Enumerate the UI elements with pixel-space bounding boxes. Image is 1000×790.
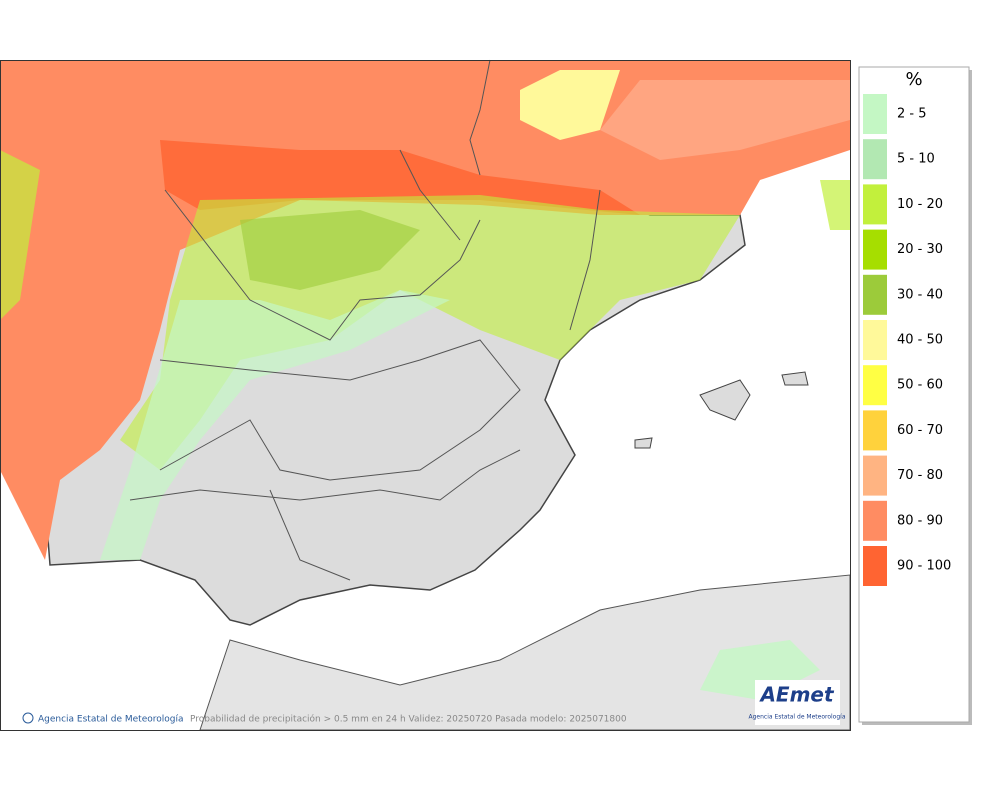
legend-swatch (863, 94, 887, 134)
legend-swatch (863, 455, 887, 496)
legend-label: 80 - 90 (897, 513, 943, 528)
legend-title: % (905, 69, 922, 90)
legend-swatch (863, 365, 887, 406)
logo-name: AEmet (758, 683, 835, 707)
caption: Probabilidad de precipitación > 0.5 mm e… (190, 714, 627, 725)
legend-label: 50 - 60 (897, 378, 943, 393)
legend-label: 90 - 100 (897, 559, 951, 574)
map: Agencia Estatal de Meteorología Probabil… (0, 59, 851, 731)
credit: Agencia Estatal de Meteorología (38, 715, 184, 725)
legend-label: 70 - 80 (897, 468, 943, 483)
copyright-icon (22, 712, 34, 724)
rain-30-40 (240, 210, 420, 290)
legend-swatch (863, 229, 887, 270)
legend-swatch (863, 546, 887, 586)
legend-label: 60 - 70 (897, 423, 943, 438)
legend-swatch (863, 139, 887, 180)
rain-40-50 (520, 70, 620, 140)
legend-swatch (863, 320, 887, 360)
legend-swatch (863, 184, 887, 225)
borders (129, 59, 601, 581)
legend-label: 20 - 30 (897, 242, 943, 257)
rain-2-5 (100, 290, 450, 560)
legend-swatch (863, 410, 887, 451)
legend-label: 5 - 10 (897, 152, 935, 167)
legend-label: 2 - 5 (897, 107, 927, 122)
legend-swatch (863, 500, 887, 541)
legend-label: 10 - 20 (897, 197, 943, 212)
rain-90-100 (160, 140, 640, 215)
legend: % 2 - 5 5 - 10 10 - 20 20 - 30 30 - 40 40 - 5… (858, 66, 972, 725)
map-frame (0, 60, 851, 731)
legend-label: 40 - 50 (897, 333, 943, 348)
legend-label: 30 - 40 (897, 287, 943, 302)
legend-swatch (863, 274, 887, 315)
logo-subtitle: Agencia Estatal de Meteorología (749, 714, 846, 721)
balearic-islands (634, 371, 809, 449)
logo-box (755, 680, 840, 725)
